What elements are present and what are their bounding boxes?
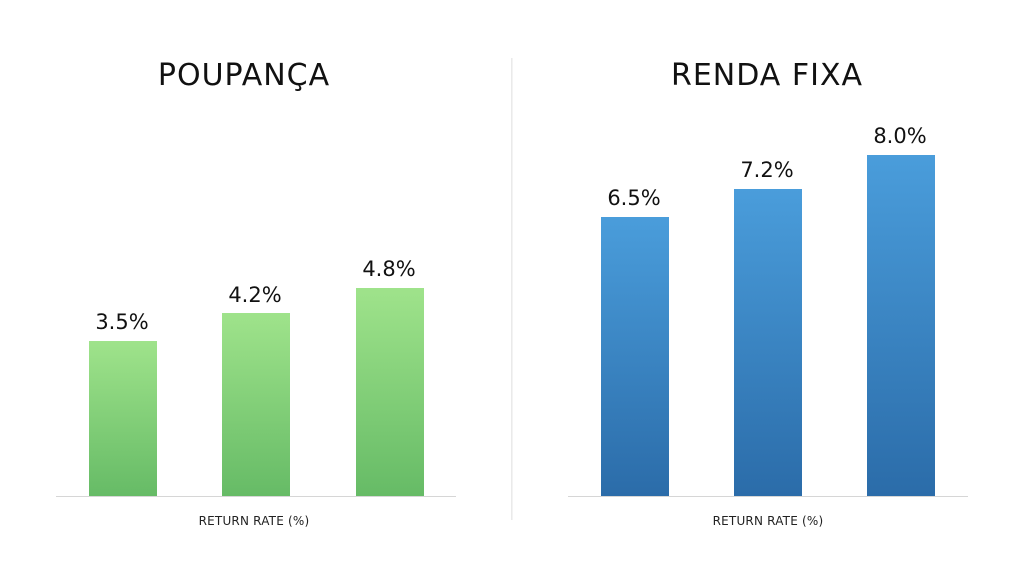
bar (89, 341, 157, 496)
chart-title: POUPANÇA (157, 58, 331, 93)
bar (601, 217, 669, 496)
bar-value-label: 8.0% (873, 124, 927, 148)
bar-value-label: 6.5% (607, 186, 661, 210)
bar (356, 288, 424, 496)
x-axis-label: RETURN RATE (%) (712, 514, 824, 528)
bar (222, 313, 290, 496)
x-axis-label: RETURN RATE (%) (198, 514, 310, 528)
bar-value-label: 3.5% (95, 310, 149, 334)
panel-divider (511, 58, 513, 520)
renda-fixa-chart-panel: RENDA FIXA 6.5% 7.2% 8.0% RETURN RATE (%… (512, 0, 1024, 572)
x-axis-line (56, 496, 456, 497)
x-axis-line (568, 496, 968, 497)
bar-value-label: 4.8% (362, 257, 416, 281)
bar (867, 155, 935, 496)
bar-value-label: 7.2% (740, 158, 794, 182)
chart-title: RENDA FIXA (670, 58, 864, 93)
bar (734, 189, 802, 496)
poupanca-chart-panel: POUPANÇA 3.5% 4.2% 4.8% RETURN RATE (%) (56, 58, 456, 528)
bar-value-label: 4.2% (228, 283, 282, 307)
